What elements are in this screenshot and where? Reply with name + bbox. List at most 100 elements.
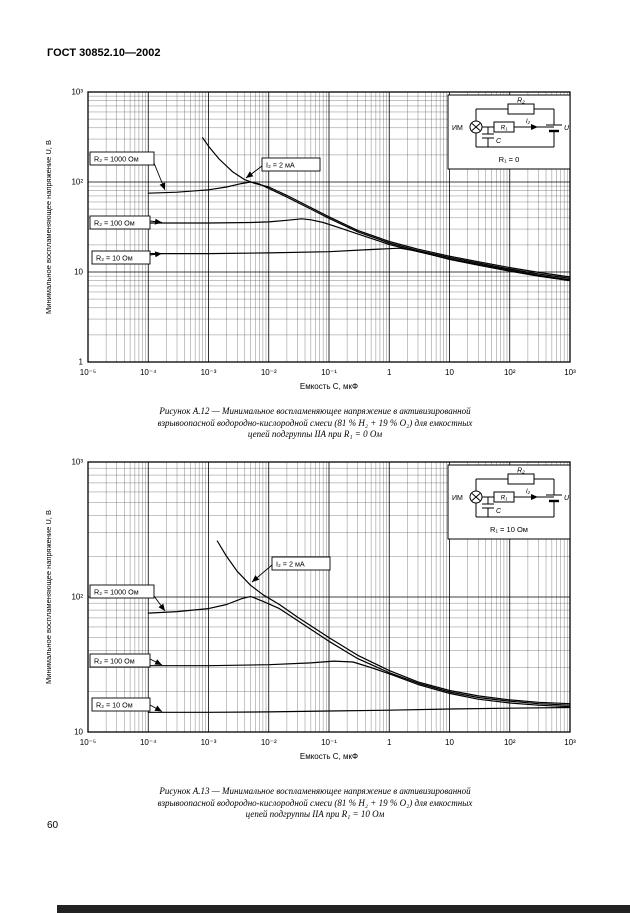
curve-label-arrow: [153, 595, 166, 612]
plot-frame: [87, 91, 571, 363]
resistor-r1-icon: [493, 491, 515, 503]
curve-r2-1000-om: [147, 595, 571, 706]
curve-label-arrow: [149, 218, 163, 225]
inset-c-label: C: [496, 508, 502, 515]
curve-label-r1000: R₂ = 1000 Ом: [94, 155, 139, 164]
curve-label-box: [271, 556, 331, 571]
caption-a13: Рисунок А.13 — Минимальное воспламеняюще…: [0, 786, 630, 821]
circuit-inset: ИМ R₂ R₁ I₂ C U R₁ = 0: [447, 94, 571, 170]
x-tick-label: 10⁻⁴: [140, 738, 157, 747]
inset-i2-label: I₂: [526, 488, 531, 495]
curve-label-arrow: [153, 162, 166, 191]
caption-line: Рисунок А.13 — Минимальное воспламеняюще…: [159, 786, 471, 796]
x-tick-label: 10⁻²: [261, 738, 277, 747]
inset-r1-label: R₁: [501, 125, 508, 132]
inset-i2-label: I₂: [526, 118, 531, 125]
inset-im-label: ИМ: [452, 495, 463, 502]
y-tick-label: 10²: [71, 178, 83, 187]
x-tick-label: 10⁻²: [261, 368, 277, 377]
grid-major: [88, 92, 570, 362]
curve-label-arrow: [245, 165, 263, 179]
y-tick-label: 10³: [71, 458, 83, 467]
curve-label-box: [89, 215, 151, 230]
inset-condition-label: R₁ = 10 Ом: [490, 525, 528, 534]
x-tick-label: 1: [387, 738, 392, 747]
y-tick-label: 10³: [71, 88, 83, 97]
x-tick-label: 10: [445, 368, 454, 377]
y-axis-title: Минимальное воспламеняющее напряжение U,…: [44, 510, 53, 684]
curve-label-box: [89, 653, 151, 668]
curve-label-arrow: [251, 564, 273, 583]
figure-a13: 10⁻⁵ 10⁻⁴ 10⁻³ 10⁻² 10⁻¹ 1 10 10² 10³ 10³ 10² 10 Емк…: [40, 448, 585, 775]
x-tick-label: 10⁻⁵: [80, 368, 96, 377]
curve-i2-2ma: [202, 137, 571, 278]
y-axis-title: Минимальное воспламеняющее напряжение U,…: [44, 140, 53, 314]
inset-im-label: ИМ: [452, 125, 463, 132]
caption-line: Рисунок А.12 — Минимальное воспламеняюще…: [159, 406, 471, 416]
curve-label-box: [91, 250, 151, 265]
y-tick-label: 10²: [71, 593, 83, 602]
caption-line: взрывоопасной водородно-кислородной смес…: [157, 417, 473, 428]
curve-r2-10-om: [147, 247, 571, 282]
curve-label-i2: I₂ = 2 мА: [266, 161, 295, 170]
curve-label-r1000: R₂ = 1000 Ом: [94, 588, 139, 597]
x-tick-label: 10³: [564, 368, 576, 377]
page-number: 60: [47, 820, 59, 831]
caption-line: цепей подгруппы IIA при R₁ = 0 Ом: [247, 429, 383, 439]
x-tick-label: 10⁻³: [201, 368, 217, 377]
caption-line: цепей подгруппы IIA при R₁ = 10 Ом: [245, 809, 385, 819]
inset-r2-label: R₂: [517, 468, 525, 475]
chart-a13: 10⁻⁵ 10⁻⁴ 10⁻³ 10⁻² 10⁻¹ 1 10 10² 10³ 10³ 10² 10 Емк…: [44, 458, 576, 762]
x-axis-title: Емкость С, мкФ: [300, 382, 358, 391]
inset-c-label: C: [496, 138, 502, 145]
x-tick-label: 10⁻⁴: [140, 368, 157, 377]
inset-u-label: U: [564, 125, 570, 132]
circuit-inset: ИМ R₂ R₁ I₂ C U R₁ = 10 Ом: [447, 464, 571, 540]
scan-artifact-bar: [57, 905, 630, 913]
curve-r2-1000-om: [147, 181, 571, 279]
inset-r1-label: R₁: [501, 495, 508, 502]
chart-a12: 10⁻⁵ 10⁻⁴ 10⁻³ 10⁻² 10⁻¹ 1 10 10² 10³ 10³ 10² 10 1 Ем…: [44, 88, 576, 392]
x-tick-label: 10⁻¹: [321, 738, 337, 747]
resistor-r2-icon: [507, 103, 535, 115]
x-tick-label: 1: [387, 368, 392, 377]
x-axis-title: Емкость С, мкФ: [300, 752, 358, 761]
x-tick-label: 10⁻³: [201, 738, 217, 747]
x-tick-label: 10²: [504, 738, 516, 747]
inset-u-label: U: [564, 495, 570, 502]
y-tick-label: 10: [74, 268, 83, 277]
x-tick-label: 10: [445, 738, 454, 747]
curve-label-arrow: [149, 658, 163, 666]
curve-r2-100-om: [147, 660, 571, 708]
curve-label-box: [89, 584, 155, 599]
plot-frame: [87, 461, 571, 733]
curve-label-r100: R₂ = 100 Ом: [94, 219, 135, 228]
curve-r2-100-om: [147, 218, 571, 281]
x-tick-label: 10²: [504, 368, 516, 377]
inset-r2-label: R₂: [517, 98, 525, 105]
y-tick-label: 1: [79, 358, 84, 367]
curve-r2-10-om: [147, 706, 571, 713]
curve-label-r100: R₂ = 100 Ом: [94, 657, 135, 666]
curve-label-box: [91, 697, 151, 712]
curve-i2-2ma: [216, 540, 571, 705]
curve-label-box: [89, 151, 155, 166]
curve-label-r10: R₂ = 10 Ом: [96, 254, 133, 263]
curve-label-i2: I₂ = 2 мА: [276, 560, 305, 569]
figure-a12: 10⁻⁵ 10⁻⁴ 10⁻³ 10⁻² 10⁻¹ 1 10 10² 10³ 10³ 10² 10 1 Ем…: [40, 78, 585, 405]
curve-label-box: [261, 157, 321, 172]
caption-a12: Рисунок А.12 — Минимальное воспламеняюще…: [0, 406, 630, 441]
x-tick-label: 10⁻¹: [321, 368, 337, 377]
circuit-wires: [469, 478, 562, 518]
resistor-r2-icon: [507, 473, 535, 485]
curve-label-arrow: [149, 704, 163, 712]
y-tick-label: 10: [74, 728, 83, 737]
x-tick-label: 10⁻⁵: [80, 738, 96, 747]
resistor-r1-icon: [493, 121, 515, 133]
caption-line: взрывоопасной водородно-кислородной смес…: [157, 797, 473, 808]
curve-label-arrow: [149, 251, 163, 258]
curve-label-r10: R₂ = 10 Ом: [96, 701, 133, 710]
x-tick-label: 10³: [564, 738, 576, 747]
document-header: ГОСТ 30852.10—2002: [47, 47, 161, 59]
inset-condition-label: R₁ = 0: [499, 155, 520, 164]
